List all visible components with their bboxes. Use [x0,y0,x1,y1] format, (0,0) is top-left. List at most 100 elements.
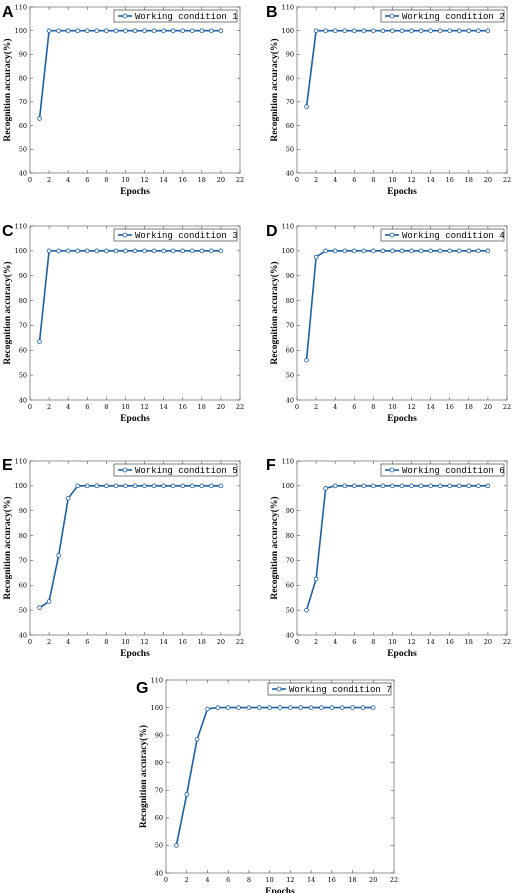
x-axis-title: Epochs [387,187,417,197]
data-point [199,248,205,254]
data-point [37,116,42,121]
data-point [94,483,100,489]
data-point [447,28,453,34]
y-tick-label: 50 [286,146,294,154]
chart-panel-g: G 0 2 4 6 8 10 12 14 16 18 20 22 40 50 60 70 80 90 100 110 Ep… [136,676,398,893]
x-tick-label: 8 [371,638,375,646]
data-point [180,483,186,489]
legend-box [380,228,505,242]
data-point [456,28,462,34]
x-tick-label: 18 [465,638,473,646]
y-tick-label: 70 [19,557,27,565]
y-tick-label: 90 [155,731,163,739]
x-tick-label: 6 [352,638,356,646]
x-tick-label: 12 [286,876,294,884]
data-point [170,248,176,254]
data-point [75,248,81,254]
y-tick-label: 100 [151,704,163,712]
y-tick-label: 50 [286,606,294,614]
data-point [218,248,224,254]
y-axis-title: Recognition accuracy(%) [2,38,13,141]
x-axis-title: Epochs [387,414,417,424]
x-tick-label: 16 [179,176,187,184]
data-point [332,248,338,254]
y-tick-label: 40 [19,396,27,404]
y-tick-label: 80 [19,74,27,82]
data-point [37,339,42,344]
y-tick-label: 60 [286,347,294,355]
x-tick-label: 10 [121,176,129,184]
data-point [46,28,52,34]
data-point [56,28,61,34]
y-axis-title: Recognition accuracy(%) [269,496,280,599]
x-tick-label: 0 [295,403,299,411]
x-tick-label: 22 [236,403,244,411]
x-tick-label: 20 [484,403,492,411]
x-tick-label: 8 [104,638,108,646]
data-point [142,248,147,254]
y-tick-label: 40 [286,169,294,177]
data-point [380,28,386,34]
x-tick-label: 2 [47,176,51,184]
y-tick-label: 80 [286,297,294,305]
y-axis-title: Recognition accuracy(%) [269,261,280,364]
y-tick-label: 80 [19,297,27,305]
data-point [351,483,357,489]
data-point [113,248,119,254]
data-point [75,28,81,34]
x-tick-label: 4 [333,403,337,411]
x-tick-label: 12 [140,176,148,184]
y-tick-label: 110 [15,3,27,11]
data-point [399,483,405,489]
data-point [342,483,348,489]
y-tick-label: 40 [19,169,27,177]
chart-panel-c: C 0 2 4 6 8 10 12 14 16 18 20 22 40 50 60 70 80 90 100 110 Ep… [2,222,244,424]
legend-label: Working condition 6 [402,466,505,476]
data-point [342,28,348,34]
data-point [170,28,176,34]
x-tick-label: 8 [104,403,108,411]
data-point [84,248,90,254]
legend-marker [389,13,395,19]
x-tick-label: 22 [236,176,244,184]
panel-letter: B [266,4,278,21]
data-point [371,248,376,254]
data-point [123,483,128,489]
data-point [418,483,424,489]
x-tick-label: 20 [217,176,225,184]
x-tick-label: 20 [217,403,225,411]
data-point [342,248,348,254]
data-point [161,483,166,489]
data-point [319,705,324,710]
x-tick-label: 12 [407,176,415,184]
x-tick-label: 22 [390,876,398,884]
x-tick-label: 10 [121,403,129,411]
data-point [218,483,224,489]
panel-letter: E [2,457,13,474]
chart-panel-f: F 0 2 4 6 8 10 12 14 16 18 20 22 40 50 60 70 80 90 100 110 Ep… [266,457,511,659]
legend-marker [389,232,395,238]
data-point [161,248,166,254]
data-point [466,28,472,34]
data-point [104,28,109,34]
x-tick-label: 22 [503,638,511,646]
x-tick-label: 6 [352,403,356,411]
legend-marker [389,467,395,473]
data-point [75,483,81,489]
x-tick-label: 0 [295,638,299,646]
x-tick-label: 10 [121,638,129,646]
x-tick-label: 20 [484,638,492,646]
x-tick-label: 6 [85,638,89,646]
x-tick-label: 2 [185,876,189,884]
data-point [304,607,309,613]
y-tick-label: 100 [282,482,294,490]
y-tick-label: 60 [286,122,294,130]
data-point [113,28,119,34]
plot-frame [296,460,508,636]
x-tick-label: 4 [66,638,70,646]
panel-letter: D [266,223,278,240]
plot-frame [296,225,508,401]
plot-frame [29,225,241,401]
legend-marker [276,686,282,692]
y-tick-label: 110 [282,3,294,11]
